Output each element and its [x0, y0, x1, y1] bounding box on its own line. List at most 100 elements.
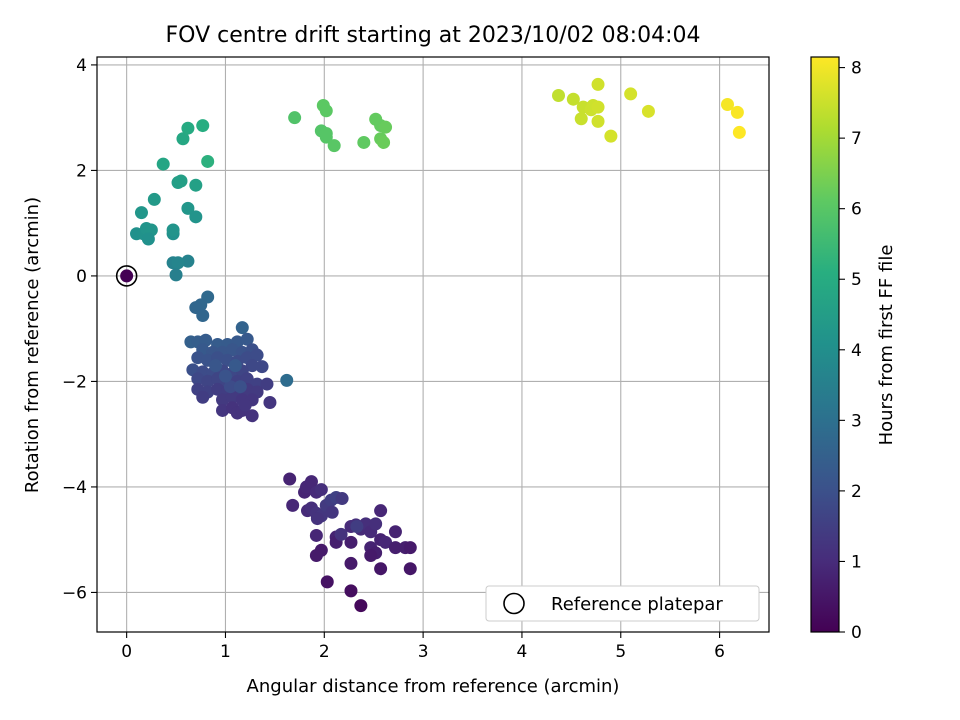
scatter-point: [260, 377, 274, 391]
x-axis-label: Angular distance from reference (arcmin): [247, 676, 620, 697]
scatter-point: [283, 472, 297, 486]
scatter-point: [566, 92, 580, 106]
x-tick-label: 4: [517, 642, 528, 662]
scatter-point: [314, 483, 328, 497]
scatter-point: [403, 541, 417, 555]
scatter-point: [732, 125, 746, 139]
colorbar-gradient: [810, 56, 840, 633]
plot-frame: [96, 56, 770, 633]
scatter-point: [263, 396, 277, 410]
scatter-point: [218, 369, 232, 383]
colorbar-tick-label: 3: [851, 411, 862, 431]
scatter-point: [374, 504, 388, 518]
scatter-point: [309, 528, 323, 542]
colorbar-ticks: 0 1 2 3 4 5 6 7 8: [839, 59, 862, 643]
scatter-point: [216, 403, 230, 417]
legend: Reference platepar: [485, 585, 760, 622]
chart-title: FOV centre drift starting at 2023/10/02 …: [166, 23, 701, 48]
scatter-point: [209, 359, 223, 373]
scatter-point: [344, 584, 358, 598]
scatter-point: [591, 100, 605, 114]
plot-area: 0 1 2 3 4 5 6 −6 −4 −2 0 2 4: [62, 56, 770, 662]
y-tick-label: 4: [76, 56, 87, 76]
scatter-point: [255, 360, 269, 374]
scatter-point: [591, 77, 605, 91]
y-tick-label: −2: [62, 372, 87, 392]
scatter-point: [181, 254, 195, 268]
colorbar: 0 1 2 3 4 5 6 7 8 Hours from first FF file: [810, 56, 897, 643]
scatter-point: [225, 343, 239, 357]
scatter-point: [310, 512, 324, 526]
scatter-point: [388, 541, 402, 555]
scatter-point: [120, 269, 134, 283]
scatter-point: [641, 104, 655, 118]
colorbar-tick-label: 4: [851, 341, 862, 361]
scatter-point: [591, 114, 605, 128]
x-tick-label: 1: [220, 642, 231, 662]
scatter-point: [196, 390, 210, 404]
scatter-point: [319, 130, 333, 144]
y-axis-ticks: −6 −4 −2 0 2 4: [62, 56, 97, 603]
scatter-point: [147, 192, 161, 206]
gridlines: [97, 57, 769, 632]
legend-box: [485, 585, 760, 622]
scatter-point: [377, 135, 391, 149]
scatter-point: [364, 549, 378, 563]
scatter-point: [335, 492, 349, 506]
scatter-point: [156, 157, 170, 171]
scatter-point: [350, 519, 364, 533]
scatter-point: [189, 210, 203, 224]
scatter-point: [181, 201, 195, 215]
scatter-point: [354, 599, 368, 613]
colorbar-tick-label: 7: [851, 129, 862, 149]
scatter-point: [238, 398, 252, 412]
colorbar-tick-label: 1: [851, 552, 862, 572]
y-tick-label: −6: [62, 583, 87, 603]
reference-marker: [115, 265, 138, 287]
scatter-point: [216, 393, 230, 407]
scatter-point: [552, 89, 566, 103]
scatter-point: [325, 505, 339, 519]
scatter-point: [201, 374, 215, 388]
scatter-point: [191, 351, 205, 365]
scatter-point: [369, 517, 383, 531]
x-tick-label: 3: [418, 642, 429, 662]
legend-marker-icon: [503, 592, 525, 615]
x-tick-label: 5: [615, 642, 626, 662]
scatter-point: [228, 359, 242, 373]
scatter-point: [171, 256, 185, 270]
x-axis-ticks: 0 1 2 3 4 5 6: [121, 632, 725, 662]
x-tick-label: 2: [319, 642, 330, 662]
scatter-point: [374, 562, 388, 576]
y-axis-label: Rotation from reference (arcmin): [22, 197, 43, 493]
scatter-point: [730, 105, 744, 119]
colorbar-tick-label: 5: [851, 270, 862, 290]
scatter-point: [166, 223, 180, 237]
y-tick-label: 0: [76, 267, 87, 287]
scatter-point: [245, 409, 259, 423]
scatter-point: [201, 154, 215, 168]
x-tick-label: 6: [714, 642, 725, 662]
scatter-point: [141, 232, 155, 246]
reference-platepar-marker: [115, 265, 138, 287]
scatter-point: [624, 87, 638, 101]
scatter-point: [174, 174, 188, 188]
scatter-point: [320, 575, 334, 589]
legend-entry-label: Reference platepar: [551, 594, 723, 615]
scatter-point: [379, 120, 393, 134]
scatter-point: [235, 321, 249, 335]
scatter-point: [176, 132, 190, 146]
scatter-point: [240, 332, 254, 346]
scatter-point: [134, 206, 148, 220]
scatter-point: [245, 359, 259, 373]
scatter-point: [169, 268, 183, 282]
scatter-point: [223, 380, 237, 394]
scatter-point: [604, 129, 618, 143]
scatter-point: [327, 139, 341, 153]
scatter-point: [250, 348, 264, 362]
y-tick-label: 2: [76, 161, 87, 181]
scatter-point: [357, 135, 371, 149]
scatter-point: [388, 525, 402, 539]
scatter-point: [189, 178, 203, 192]
